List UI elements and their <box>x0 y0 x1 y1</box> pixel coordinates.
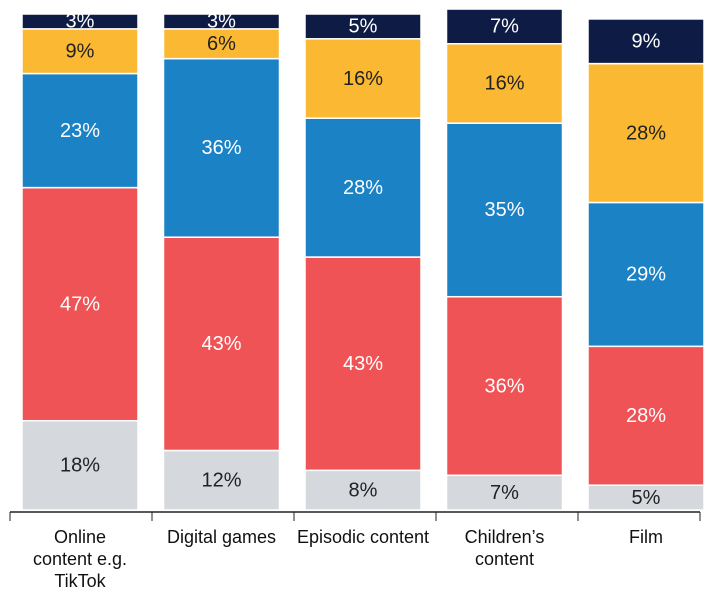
bar-segment <box>21 28 139 75</box>
bar-segment <box>304 38 422 119</box>
bar-segment <box>21 186 139 422</box>
data-label: 23% <box>60 120 100 142</box>
bar-segment <box>21 72 139 189</box>
bar-segment <box>587 201 705 348</box>
bar-segment <box>21 13 139 30</box>
data-label: 5% <box>632 487 661 509</box>
bar-segment <box>304 256 422 472</box>
data-label: 3% <box>207 11 236 33</box>
data-label: 28% <box>626 122 666 144</box>
data-label: 12% <box>201 470 241 492</box>
data-label: 28% <box>343 177 383 199</box>
data-label: 43% <box>201 333 241 355</box>
x-tick-label: Children’s content <box>464 527 545 569</box>
data-label: 35% <box>484 199 524 221</box>
data-label: 47% <box>60 293 100 315</box>
bar-segment <box>587 62 705 204</box>
bar-segment <box>587 345 705 486</box>
data-label: 7% <box>490 482 519 504</box>
bar-segment <box>445 43 564 124</box>
data-label: 7% <box>490 16 519 38</box>
data-label: 3% <box>66 11 95 33</box>
data-label: 9% <box>66 40 95 62</box>
data-label: 5% <box>349 16 378 38</box>
bar-segment <box>21 419 139 511</box>
bar-segment <box>445 8 564 45</box>
bar-segment <box>445 122 564 298</box>
x-tick-label: Online content e.g. TikTok <box>32 527 128 591</box>
data-label: 36% <box>484 375 524 397</box>
data-label: 6% <box>207 33 236 55</box>
bar-segment <box>162 13 281 30</box>
x-tick-label: Episodic content <box>296 527 430 547</box>
data-label: 43% <box>343 353 383 375</box>
data-label: 29% <box>626 264 666 286</box>
data-label: 16% <box>343 68 383 90</box>
bar-segment <box>162 236 281 452</box>
data-label: 18% <box>60 455 100 477</box>
bar-segment <box>445 295 564 477</box>
bar-segment <box>587 18 705 65</box>
data-label: 9% <box>632 31 661 53</box>
bar-segment <box>162 449 281 511</box>
data-label: 28% <box>626 405 666 427</box>
bar-segment <box>162 28 281 60</box>
bar-segment <box>162 57 281 238</box>
bar-segment <box>304 13 422 40</box>
data-label: 8% <box>349 479 378 501</box>
x-tick-label: Film <box>629 527 663 547</box>
data-label: 36% <box>201 137 241 159</box>
data-label: 16% <box>484 73 524 95</box>
bar-segment <box>304 469 422 511</box>
x-tick-label: Digital games <box>166 527 277 547</box>
bar-segment <box>445 474 564 511</box>
